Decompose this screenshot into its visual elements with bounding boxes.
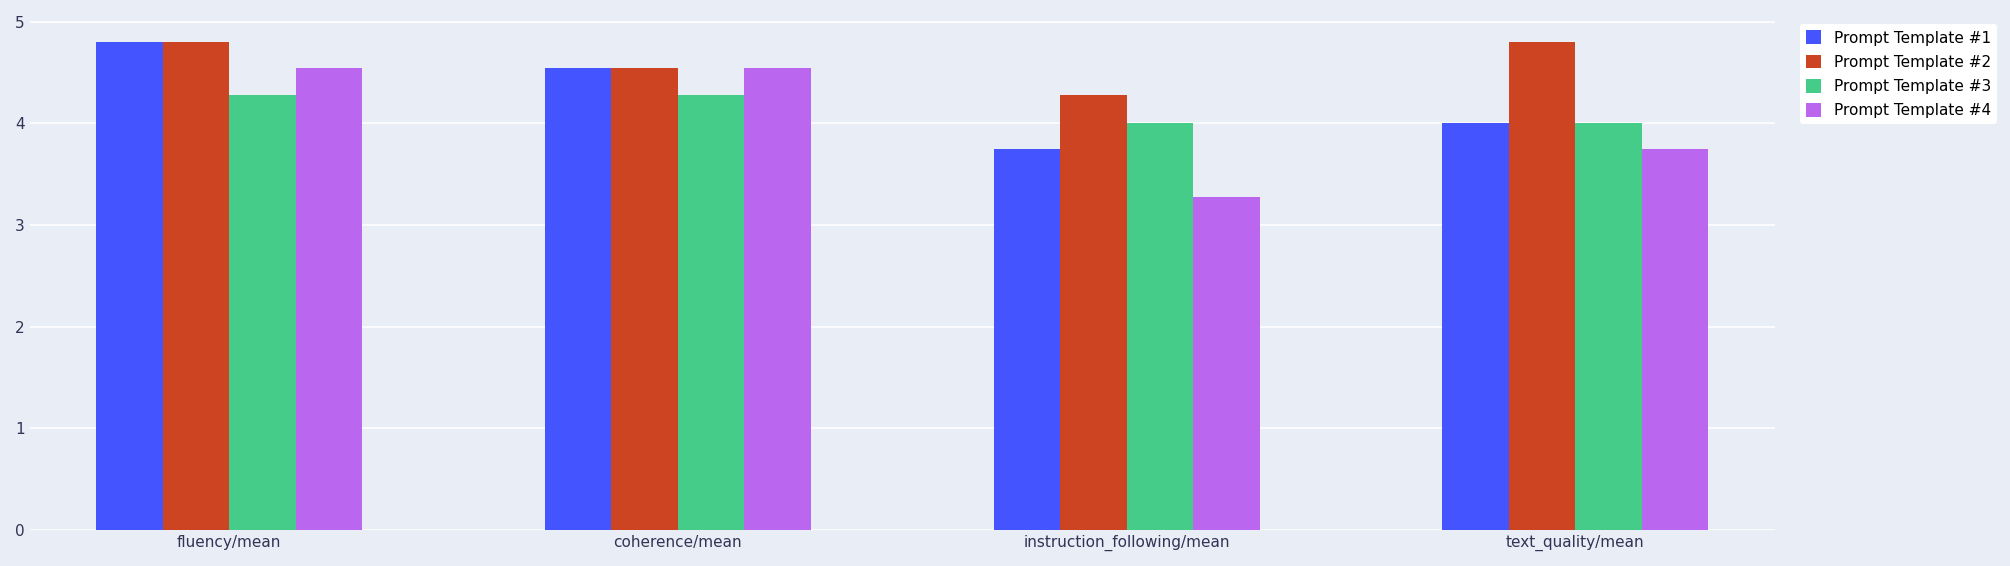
- Bar: [611, 67, 677, 530]
- Bar: [163, 42, 229, 530]
- Bar: [1194, 196, 1260, 530]
- Bar: [1059, 95, 1126, 530]
- Bar: [1576, 123, 1642, 530]
- Bar: [1642, 149, 1708, 530]
- Bar: [295, 67, 362, 530]
- Legend: Prompt Template #1, Prompt Template #2, Prompt Template #3, Prompt Template #4: Prompt Template #1, Prompt Template #2, …: [1799, 24, 1996, 125]
- Bar: [744, 67, 810, 530]
- Bar: [229, 95, 295, 530]
- Bar: [96, 42, 163, 530]
- Bar: [545, 67, 611, 530]
- Bar: [993, 149, 1059, 530]
- Bar: [677, 95, 744, 530]
- Bar: [1510, 42, 1576, 530]
- Bar: [1443, 123, 1510, 530]
- Bar: [1126, 123, 1194, 530]
